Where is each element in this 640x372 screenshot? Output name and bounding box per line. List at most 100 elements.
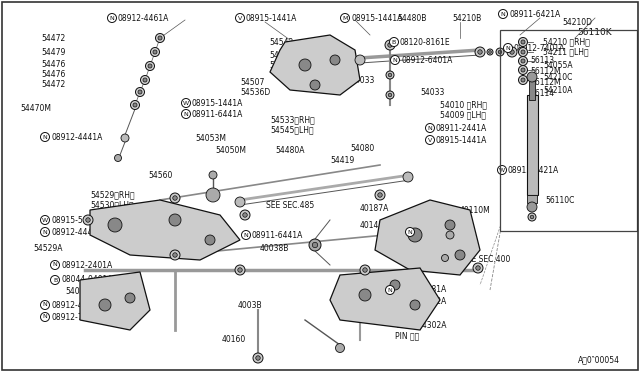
Polygon shape xyxy=(375,200,480,275)
Text: 54545【LH】: 54545【LH】 xyxy=(270,125,314,135)
Bar xyxy=(527,195,537,203)
Text: V: V xyxy=(428,138,432,142)
Text: SEE SEC.485: SEE SEC.485 xyxy=(266,201,314,209)
Circle shape xyxy=(205,235,215,245)
Text: 54560: 54560 xyxy=(148,170,172,180)
Circle shape xyxy=(385,285,394,295)
Text: N: N xyxy=(43,302,47,308)
Circle shape xyxy=(136,87,145,96)
Text: 54507: 54507 xyxy=(240,77,264,87)
Polygon shape xyxy=(270,35,360,95)
Text: 08044-0401A: 08044-0401A xyxy=(61,276,113,285)
Text: 56113: 56113 xyxy=(530,55,554,64)
Circle shape xyxy=(426,135,435,144)
Text: 08912-2401A: 08912-2401A xyxy=(61,260,112,269)
Text: 08911-4441A: 08911-4441A xyxy=(416,228,467,237)
Text: B: B xyxy=(53,278,57,282)
Text: 56112M: 56112M xyxy=(530,77,561,87)
Circle shape xyxy=(40,312,49,321)
Circle shape xyxy=(507,47,517,57)
Circle shape xyxy=(340,13,349,22)
Text: 54542: 54542 xyxy=(269,38,293,46)
Circle shape xyxy=(40,215,49,224)
Circle shape xyxy=(390,55,399,64)
Circle shape xyxy=(521,68,525,72)
Circle shape xyxy=(489,51,492,53)
Circle shape xyxy=(145,61,154,71)
Text: 54472: 54472 xyxy=(41,33,65,42)
Text: N: N xyxy=(43,314,47,320)
Polygon shape xyxy=(330,268,440,330)
Text: M: M xyxy=(342,16,348,20)
Text: 08911-2441A: 08911-2441A xyxy=(436,124,487,132)
Circle shape xyxy=(40,228,49,237)
Circle shape xyxy=(108,218,122,232)
Text: 54211 【LH】: 54211 【LH】 xyxy=(543,48,589,57)
Text: 54053M: 54053M xyxy=(195,134,226,142)
Text: 08912-4441A: 08912-4441A xyxy=(51,228,102,237)
Circle shape xyxy=(312,242,317,248)
Circle shape xyxy=(309,239,321,251)
Text: PIN ピン: PIN ピン xyxy=(395,331,419,340)
Text: 08911-4481A: 08911-4481A xyxy=(396,285,447,295)
Circle shape xyxy=(170,193,180,203)
Text: A・0‶00054: A・0‶00054 xyxy=(578,356,620,365)
Circle shape xyxy=(150,48,159,57)
Text: PIN ピン: PIN ピン xyxy=(415,250,439,260)
Circle shape xyxy=(504,44,513,52)
Text: 54529【RH】: 54529【RH】 xyxy=(90,190,134,199)
Circle shape xyxy=(86,218,90,222)
Text: 08915-1421A: 08915-1421A xyxy=(508,166,559,174)
Text: N: N xyxy=(244,232,248,237)
Text: 54476: 54476 xyxy=(41,70,65,78)
Circle shape xyxy=(496,48,504,56)
Text: 08120-8161E: 08120-8161E xyxy=(400,38,451,46)
Text: B: B xyxy=(392,39,396,45)
Text: W: W xyxy=(42,218,48,222)
Circle shape xyxy=(243,213,247,217)
Circle shape xyxy=(497,166,506,174)
Circle shape xyxy=(410,300,420,310)
Circle shape xyxy=(138,90,142,94)
Circle shape xyxy=(253,353,263,363)
Text: W: W xyxy=(183,100,189,106)
Circle shape xyxy=(158,36,162,40)
Text: 54529A: 54529A xyxy=(33,244,63,253)
Circle shape xyxy=(335,343,344,353)
Text: 54536D: 54536D xyxy=(240,87,270,96)
Text: 54476: 54476 xyxy=(41,60,65,68)
Circle shape xyxy=(115,154,122,161)
Circle shape xyxy=(236,13,244,22)
Circle shape xyxy=(359,289,371,301)
Text: 08915-1441A: 08915-1441A xyxy=(192,99,243,108)
Text: 54634: 54634 xyxy=(269,61,293,70)
Bar xyxy=(500,30,637,231)
Text: N: N xyxy=(43,135,47,140)
Circle shape xyxy=(527,72,537,82)
Circle shape xyxy=(40,132,49,141)
Circle shape xyxy=(121,134,129,142)
Circle shape xyxy=(235,197,245,207)
Text: 00921-4302A: 00921-4302A xyxy=(395,321,447,330)
Text: 08912-6401A: 08912-6401A xyxy=(401,55,452,64)
Circle shape xyxy=(445,220,455,230)
Text: 54080: 54080 xyxy=(350,144,374,153)
Circle shape xyxy=(518,48,527,57)
Polygon shape xyxy=(80,272,150,330)
Text: 54033: 54033 xyxy=(420,87,444,96)
Bar xyxy=(527,95,538,195)
Circle shape xyxy=(355,55,365,65)
Text: PIN ピン: PIN ピン xyxy=(395,308,419,317)
Circle shape xyxy=(406,228,415,237)
Circle shape xyxy=(182,99,191,108)
Circle shape xyxy=(473,263,483,273)
Text: 08915-1441A: 08915-1441A xyxy=(351,13,403,22)
Text: 54210B: 54210B xyxy=(452,13,481,22)
Circle shape xyxy=(170,250,180,260)
Text: 54080A: 54080A xyxy=(65,288,95,296)
Text: 40142: 40142 xyxy=(360,221,384,230)
Circle shape xyxy=(487,49,493,55)
Text: 08912-7401A: 08912-7401A xyxy=(514,44,565,52)
Circle shape xyxy=(299,59,311,71)
Circle shape xyxy=(386,71,394,79)
